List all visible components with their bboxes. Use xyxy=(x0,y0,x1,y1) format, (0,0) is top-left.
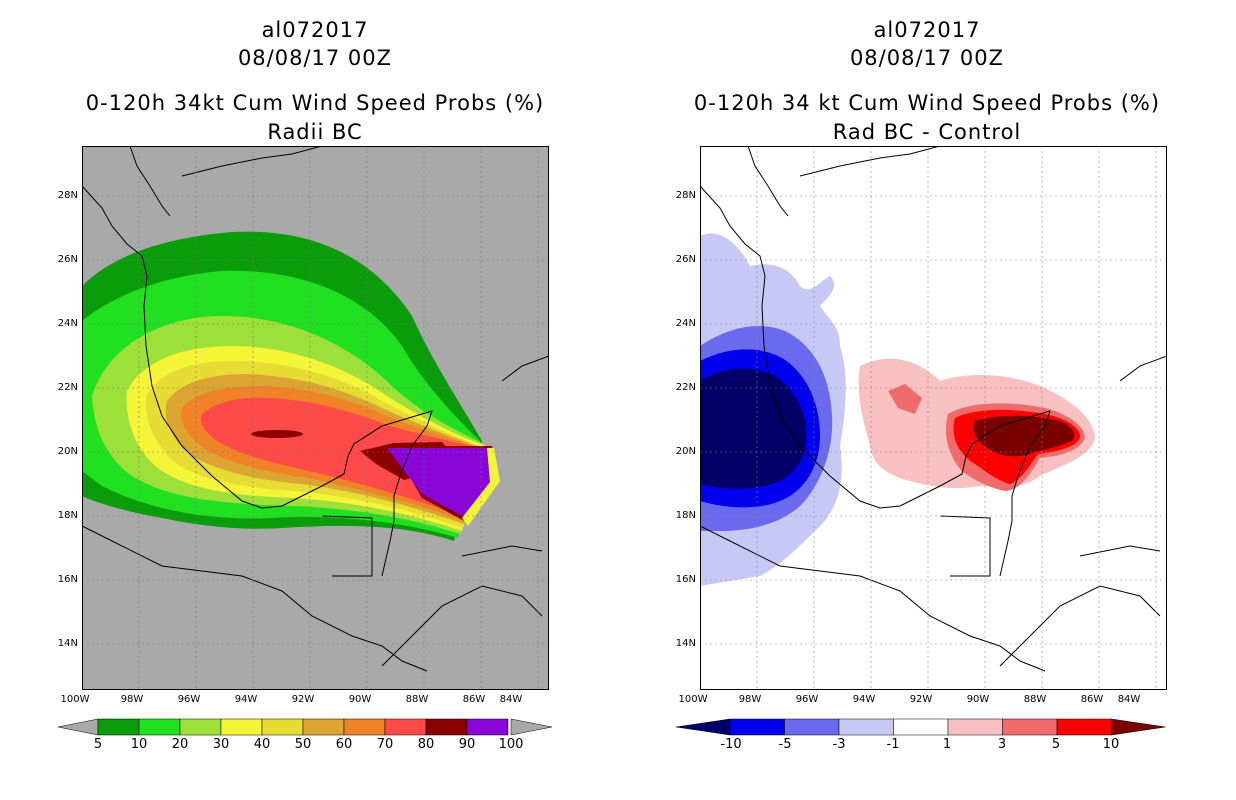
left-map-canvas xyxy=(82,146,549,690)
left-lon-label: 84W xyxy=(499,694,523,705)
right-lon-label: 86W xyxy=(1080,694,1104,705)
right-colorbar-swatch xyxy=(1056,718,1112,736)
prob-edge-band xyxy=(462,448,500,526)
right-lat-label: 16N xyxy=(675,574,696,585)
right-lat-label: 20N xyxy=(675,446,696,457)
left-colorbar xyxy=(58,718,552,736)
right-colorbar-label: -3 xyxy=(832,737,846,752)
left-colorbar-label: 5 xyxy=(93,737,103,752)
left-lon-label: 88W xyxy=(405,694,429,705)
left-colorbar-over-arrow xyxy=(510,718,552,736)
left-lon-label: 96W xyxy=(177,694,201,705)
right-colorbar-swatch xyxy=(784,718,840,736)
right-coastlines xyxy=(700,146,1167,672)
left-lat-label: 22N xyxy=(57,382,78,393)
right-lat-label: 28N xyxy=(675,190,696,201)
right-colorbar-label: -1 xyxy=(886,737,900,752)
left-colorbar-label: 20 xyxy=(171,737,189,752)
left-lat-label: 20N xyxy=(57,446,78,457)
left-colorbar-label: 100 xyxy=(498,737,524,752)
right-lat-label: 18N xyxy=(675,510,696,521)
left-storm-id: al072017 xyxy=(261,18,369,42)
diff-pos10-region xyxy=(973,415,1075,457)
right-colorbar-label: -10 xyxy=(720,737,742,752)
right-colorbar-label: 10 xyxy=(1102,737,1120,752)
right-map-canvas xyxy=(700,146,1167,690)
prob-80-core-west xyxy=(251,430,303,438)
right-colorbar-swatch xyxy=(1111,718,1166,736)
left-lon-label: 94W xyxy=(234,694,258,705)
left-colorbar-label: 90 xyxy=(458,737,476,752)
right-storm-id: al072017 xyxy=(873,18,981,42)
right-map xyxy=(700,146,1167,690)
left-colorbar-swatch xyxy=(425,718,468,736)
left-lat-label: 28N xyxy=(57,190,78,201)
right-lon-label: 92W xyxy=(909,694,933,705)
right-lat-label: 24N xyxy=(675,318,696,329)
right-colorbar-swatch xyxy=(838,718,894,736)
right-lat-label: 14N xyxy=(675,638,696,649)
left-colorbar-swatch xyxy=(97,718,140,736)
right-lon-label: 100W xyxy=(678,694,708,705)
left-colorbar-label: 30 xyxy=(212,737,230,752)
left-lat-label: 26N xyxy=(57,254,78,265)
left-title: 0-120h 34kt Cum Wind Speed Probs (%) xyxy=(85,91,545,115)
right-lon-label: 98W xyxy=(738,694,762,705)
left-date: 08/08/17 00Z xyxy=(237,46,393,70)
right-lon-label: 96W xyxy=(795,694,819,705)
left-colorbar-swatch xyxy=(261,718,304,736)
right-colorbar-swatch xyxy=(729,718,785,736)
right-lon-label: 94W xyxy=(852,694,876,705)
right-colorbar-swatch xyxy=(947,718,1003,736)
right-colorbar-label: -5 xyxy=(778,737,792,752)
left-colorbar-swatch xyxy=(138,718,181,736)
left-colorbar-swatch xyxy=(466,718,509,736)
left-colorbar-label: 70 xyxy=(376,737,394,752)
left-lon-label: 100W xyxy=(60,694,90,705)
left-lon-label: 92W xyxy=(291,694,315,705)
right-colorbar-label: 3 xyxy=(997,737,1007,752)
diff-neg10-region xyxy=(700,368,807,489)
left-lat-label: 18N xyxy=(57,510,78,521)
left-map xyxy=(82,146,549,690)
right-title: 0-120h 34 kt Cum Wind Speed Probs (%) xyxy=(693,91,1161,115)
left-lat-label: 14N xyxy=(57,638,78,649)
left-gridlines xyxy=(82,146,549,690)
left-lon-label: 86W xyxy=(462,694,486,705)
left-lon-label: 98W xyxy=(120,694,144,705)
left-colorbar-label: 80 xyxy=(417,737,435,752)
left-colorbar-swatch xyxy=(302,718,345,736)
left-colorbar-swatch xyxy=(384,718,427,736)
left-lat-label: 24N xyxy=(57,318,78,329)
right-colorbar-swatch xyxy=(676,718,731,736)
left-colorbar-swatch xyxy=(343,718,386,736)
right-lon-label: 88W xyxy=(1023,694,1047,705)
left-colorbar-under-arrow xyxy=(58,718,99,736)
right-colorbar-label: 1 xyxy=(942,737,952,752)
right-gridlines xyxy=(700,146,1167,690)
left-colorbar-label: 60 xyxy=(335,737,353,752)
right-lon-label: 90W xyxy=(966,694,990,705)
right-lon-label: 84W xyxy=(1117,694,1141,705)
left-coastlines xyxy=(82,146,549,672)
right-colorbar-label: 5 xyxy=(1051,737,1061,752)
diff-pos3-core-west xyxy=(888,384,922,414)
left-colorbar-label: 40 xyxy=(253,737,271,752)
left-colorbar-label: 10 xyxy=(130,737,148,752)
right-colorbar-swatch xyxy=(1002,718,1058,736)
right-lat-label: 26N xyxy=(675,254,696,265)
left-lon-label: 90W xyxy=(348,694,372,705)
prob-100-region xyxy=(387,448,492,518)
left-colorbar-swatch xyxy=(220,718,263,736)
left-colorbar-label: 50 xyxy=(294,737,312,752)
left-subtitle: Radii BC xyxy=(267,120,363,144)
right-colorbar-swatch xyxy=(893,718,949,736)
right-subtitle: Rad BC - Control xyxy=(832,120,1022,144)
right-colorbar xyxy=(676,718,1166,736)
right-lat-label: 22N xyxy=(675,382,696,393)
left-colorbar-swatch xyxy=(179,718,222,736)
left-lat-label: 16N xyxy=(57,574,78,585)
right-date: 08/08/17 00Z xyxy=(849,46,1005,70)
